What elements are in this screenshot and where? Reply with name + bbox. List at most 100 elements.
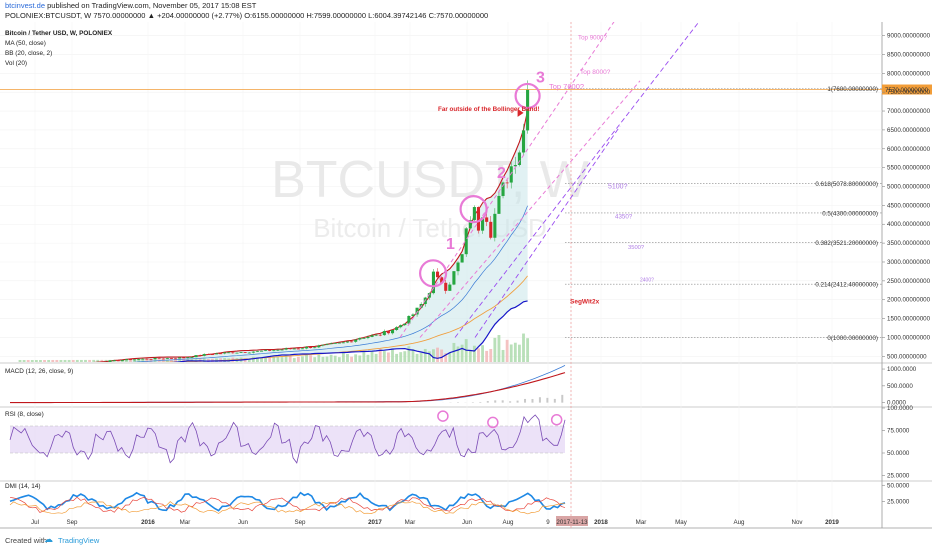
volume-bar <box>125 359 128 362</box>
annotation-label: SegWit2x <box>570 299 600 306</box>
legend-macd[interactable]: MACD (12, 26, close, 9) <box>5 368 73 375</box>
y-tick-label: 1500.00000000 <box>887 316 931 323</box>
volume-bar <box>317 354 321 362</box>
macd-signal-line <box>10 372 566 404</box>
candle-body <box>280 349 284 351</box>
annotation-label: 4350? <box>615 214 633 221</box>
candle-body <box>198 355 202 356</box>
volume-bar <box>366 354 370 362</box>
annotation-label: 2400? <box>640 278 654 284</box>
candle-body <box>239 352 243 353</box>
candle-body <box>374 334 378 336</box>
volume-bar <box>468 350 472 362</box>
volume-bar <box>382 351 386 362</box>
candle-body <box>501 182 505 196</box>
x-tick-label: 2017 <box>368 519 382 526</box>
x-tick-label: Mar <box>636 519 647 526</box>
trendline-purple <box>474 125 621 338</box>
volume-bar <box>378 348 382 362</box>
volume-bar <box>358 355 362 362</box>
candle-body <box>259 350 264 352</box>
candle-body <box>370 335 374 337</box>
x-tick-label: 2018 <box>594 519 608 526</box>
candle-body <box>337 342 341 344</box>
rsi-circle <box>550 413 563 426</box>
volume-bar <box>280 357 284 362</box>
candle-body <box>214 353 219 355</box>
legend-ma[interactable]: MA (50, close) <box>5 40 46 47</box>
fib-level-label: 0.5(4300.00000000) <box>822 210 878 217</box>
volume-bar <box>419 352 423 362</box>
tradingview-logo-icon: ☁ <box>44 534 53 544</box>
publish-line: btcinvest.de published on TradingView.co… <box>5 1 256 10</box>
candle-body <box>521 130 526 153</box>
candle-body <box>382 331 386 336</box>
volume-bar <box>321 356 325 362</box>
volume-bar <box>18 360 22 362</box>
legend-dmi[interactable]: DMI (14, 14) <box>5 483 41 490</box>
annotation-label: Top 7600? <box>549 82 584 91</box>
candle-body <box>210 354 214 356</box>
y-tick-label: 4000.00000000 <box>887 221 931 228</box>
volume-bar <box>26 359 30 362</box>
volume-bar <box>489 348 493 362</box>
candle-body <box>395 327 399 330</box>
volume-bar <box>284 355 288 362</box>
time-axis[interactable]: Jul Sep 2016 Mar Jun Sep 2017 Mar Jun Aug 9 2017-11… <box>31 516 839 526</box>
volume-bar <box>481 345 484 362</box>
candle-body <box>333 342 337 344</box>
fib-level-label: 1(7600.00000000) <box>827 86 878 93</box>
volume-bar <box>346 354 349 362</box>
volume-bar <box>59 359 63 362</box>
legend-rsi[interactable]: RSI (8, close) <box>5 411 44 418</box>
volume-bar <box>509 344 513 362</box>
annotation-layer: 7570.00000000 1(7600.00000000) 0.618(5078.… <box>0 22 932 528</box>
candle-body <box>219 353 223 355</box>
volume-bar <box>370 350 374 362</box>
volume-bar <box>63 359 67 362</box>
annotation-label: Far outside of the Bollinger Band! <box>438 106 539 113</box>
volume-bar <box>100 359 104 362</box>
volume-bar <box>182 359 186 362</box>
macd-histogram-bar <box>561 394 564 403</box>
volume-bar <box>174 359 177 362</box>
x-tick-label: Sep <box>66 519 78 526</box>
legend-vol[interactable]: Vol (20) <box>5 60 27 67</box>
volume-bar <box>71 359 75 362</box>
bollinger-fill <box>100 110 528 362</box>
volume-bar <box>386 352 390 362</box>
y-tick-label: 6000.00000000 <box>887 146 931 153</box>
footer-brand[interactable]: TradingView <box>58 536 100 545</box>
volume-bar <box>350 356 353 362</box>
fib-level-label: 0(1000.00000000) <box>827 335 878 342</box>
peak-circle <box>459 195 488 224</box>
candle-body <box>325 343 329 345</box>
site-link[interactable]: btcinvest.de <box>5 1 46 10</box>
volume-bar <box>505 339 509 362</box>
candle-body <box>104 361 108 362</box>
legend-bb[interactable]: BB (20, close, 2) <box>5 50 52 57</box>
peak-circle <box>514 82 541 110</box>
candle-body <box>493 213 497 238</box>
volume-bar <box>403 351 407 362</box>
volume-bar <box>22 360 26 362</box>
candle-body <box>362 338 366 339</box>
candle-body <box>157 357 161 359</box>
candle-body <box>268 349 272 351</box>
candle-body <box>321 344 325 346</box>
volume-bar <box>333 355 337 362</box>
volume-bar <box>215 358 218 362</box>
candle-body <box>309 346 313 348</box>
rsi-tick-label: 100.0000 <box>887 405 913 412</box>
candle-body <box>517 152 521 165</box>
plus-di-line <box>9 496 566 513</box>
chart-header: btcinvest.de published on TradingView.co… <box>0 0 932 22</box>
candle-body <box>345 341 350 343</box>
rsi-line <box>9 414 566 464</box>
candle-body <box>448 284 452 291</box>
candle-body <box>427 293 431 298</box>
publish-info: published on TradingView.com, November 0… <box>45 1 257 10</box>
chart-area[interactable]: BTCUSDT, W Bitcoin / Tether USD 7570.000… <box>0 22 932 532</box>
volume-bar <box>374 353 378 362</box>
price-axis[interactable]: 500.00000000 1000.00000000 1500.00000000 20… <box>882 33 931 506</box>
